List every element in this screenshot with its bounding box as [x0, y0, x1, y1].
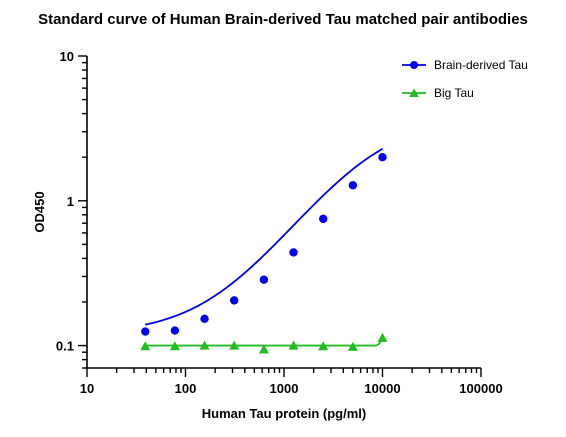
legend-item-brain-derived-tau: Brain-derived Tau — [402, 58, 528, 72]
y-tick-label: 0.1 — [56, 339, 74, 354]
point-brain-derived-tau — [170, 326, 180, 335]
point-brain-derived-tau — [318, 214, 328, 224]
point-brain-derived-tau — [229, 296, 239, 305]
x-tick-label: 1000 — [270, 381, 299, 396]
point-big-tau — [229, 340, 240, 350]
point-brain-derived-tau — [259, 275, 269, 284]
x-tick-label: 100000 — [459, 381, 502, 396]
y-tick-labels: 0.1 1 10 — [56, 49, 74, 354]
y-tick-label: 10 — [60, 49, 74, 64]
point-brain-derived-tau — [378, 153, 387, 162]
y-tick-label: 1 — [67, 194, 74, 209]
legend-marker-brain-derived-tau — [410, 61, 418, 69]
x-tick-label: 100 — [175, 381, 197, 396]
y-axis-label: OD450 — [32, 191, 47, 232]
legend-marker-big-tau — [409, 88, 419, 97]
point-big-tau — [140, 341, 151, 351]
legend: Brain-derived Tau Big Tau — [402, 58, 528, 100]
y-ticks — [78, 55, 87, 369]
point-brain-derived-tau — [348, 181, 358, 190]
curve-brain-derived-tau — [145, 148, 383, 326]
point-big-tau — [347, 341, 358, 351]
point-big-tau — [169, 341, 180, 351]
axes — [86, 56, 481, 369]
point-brain-derived-tau — [200, 314, 209, 324]
series-layer — [140, 148, 388, 354]
chart-title: Standard curve of Human Brain-derived Ta… — [38, 11, 528, 28]
x-tick-label: 10000 — [364, 381, 400, 396]
point-brain-derived-tau — [289, 248, 298, 257]
x-ticks — [86, 368, 482, 377]
point-big-tau — [377, 332, 388, 342]
point-big-tau — [318, 341, 329, 351]
series-brain-derived-tau — [141, 148, 387, 336]
point-brain-derived-tau — [141, 327, 150, 336]
legend-label-brain-derived-tau: Brain-derived Tau — [434, 58, 528, 72]
point-big-tau — [199, 340, 210, 350]
legend-item-big-tau: Big Tau — [402, 86, 474, 100]
x-tick-labels: 10 100 1000 10000 100000 — [80, 381, 503, 396]
point-big-tau — [288, 340, 299, 350]
legend-label-big-tau: Big Tau — [434, 86, 474, 100]
point-big-tau — [258, 344, 269, 354]
series-big-tau — [140, 332, 388, 354]
x-tick-label: 10 — [80, 381, 94, 396]
x-axis-label: Human Tau protein (pg/ml) — [202, 406, 366, 421]
curve-big-tau — [145, 337, 384, 347]
